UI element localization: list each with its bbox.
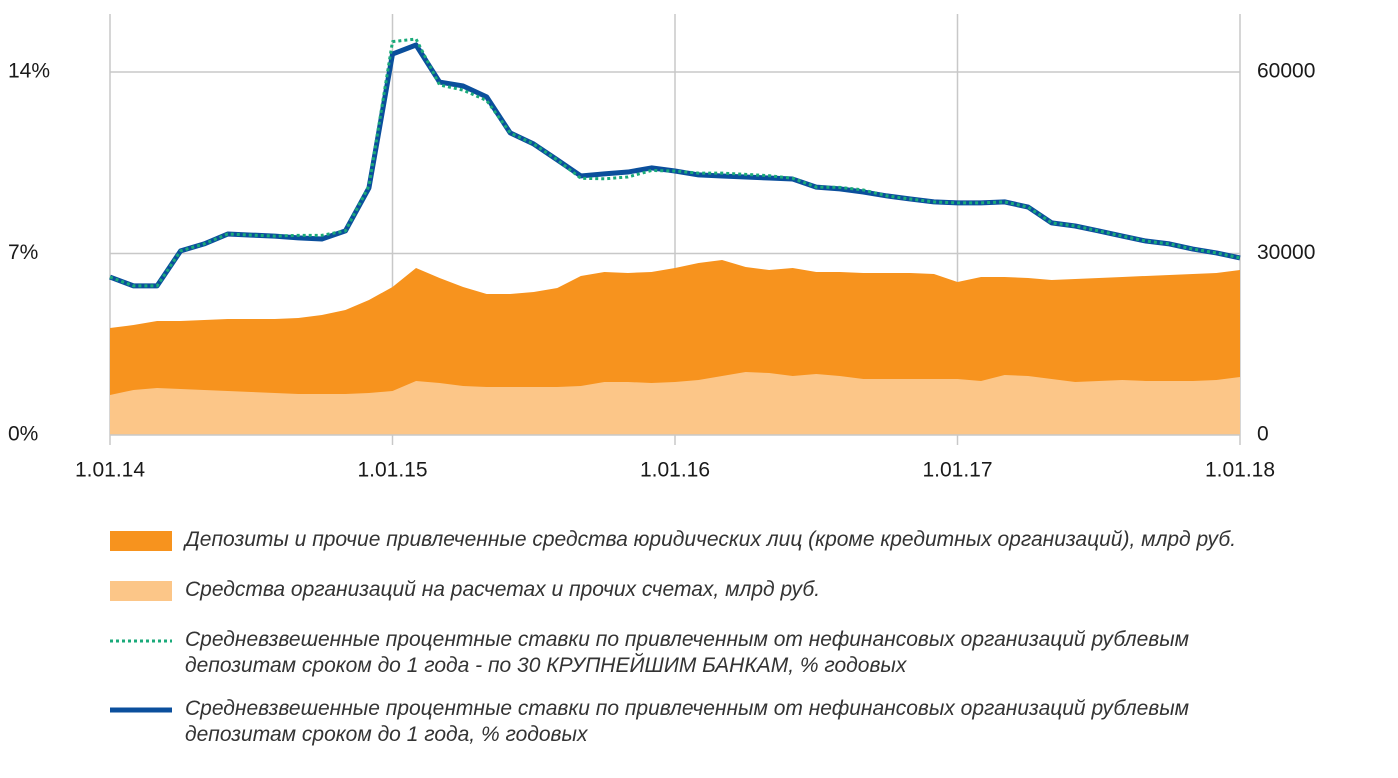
legend-label: Средневзвешенные процентные ставки по пр…	[185, 697, 1190, 746]
y-tick-label: 7%	[8, 241, 38, 264]
x-tick-label: 1.01.14	[75, 459, 145, 482]
legend-swatch	[110, 707, 172, 713]
legend-item: Средневзвешенные процентные ставки по пр…	[110, 622, 1245, 679]
y2-tick-label: 30000	[1257, 241, 1315, 264]
area	[110, 371, 1240, 435]
legend-swatch	[110, 639, 172, 643]
x-tick-label: 1.01.16	[640, 459, 710, 482]
legend-item: Средневзвешенные процентные ставки по пр…	[110, 691, 1245, 748]
chart: 1.01.14 1.01.15 1.01.16 1.01.17 1.01.18 0% 7% 1…	[8, 14, 1315, 482]
y-tick-label: 14%	[8, 60, 50, 83]
legend-swatch	[110, 531, 172, 551]
legend-label: Средства организаций на расчетах и прочи…	[185, 578, 821, 601]
legend: Депозиты и прочие привлеченные средства …	[110, 522, 1245, 760]
legend-item: Депозиты и прочие привлеченные средства …	[110, 522, 1245, 560]
legend-swatch	[110, 581, 172, 601]
legend-label: Депозиты и прочие привлеченные средства …	[185, 528, 1237, 551]
y2-tick-label: 60000	[1257, 60, 1315, 83]
legend-label: Средневзвешенные процентные ставки по пр…	[185, 628, 1190, 677]
legend-swatch-area	[110, 531, 172, 551]
x-tick-label: 1.01.17	[922, 459, 992, 482]
y2-tick-label: 0	[1257, 423, 1269, 446]
y-tick-label: 0%	[8, 423, 38, 446]
legend-item: Средства организаций на расчетах и прочи…	[110, 572, 1245, 610]
x-tick-label: 1.01.18	[1205, 459, 1275, 482]
legend-swatch-area	[110, 581, 172, 601]
line	[109, 37, 1241, 288]
x-tick-label: 1.01.15	[357, 459, 427, 482]
